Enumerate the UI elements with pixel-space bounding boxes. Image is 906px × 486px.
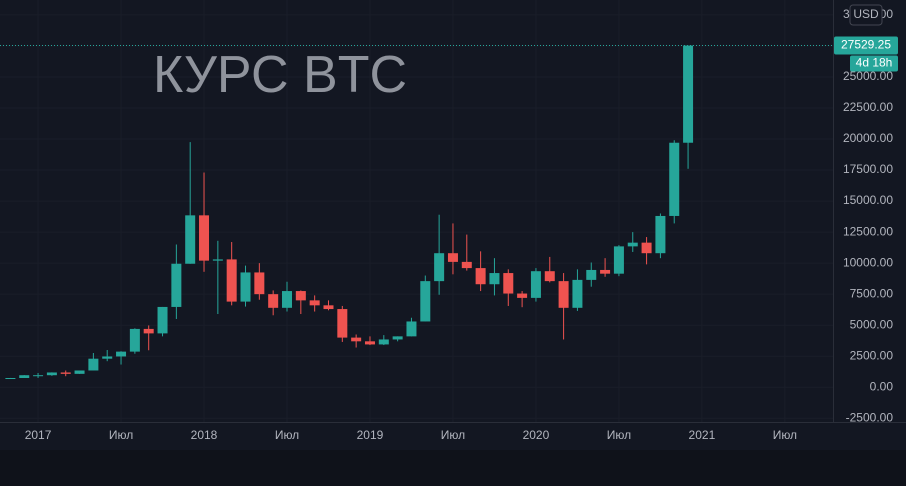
x-tick-label: Июл [275, 428, 299, 442]
candle-body [309, 300, 320, 306]
grid [0, 0, 833, 422]
candle-body [323, 305, 334, 310]
y-tick-label: 2500.00 [850, 348, 894, 362]
y-tick-label: 17500.00 [843, 162, 893, 176]
candle-body [600, 269, 611, 274]
currency-label: USD [853, 7, 879, 21]
countdown-badge [850, 55, 898, 72]
candle-body [544, 271, 555, 282]
candle-body [88, 358, 99, 371]
candle-body [406, 321, 417, 337]
candle-body [669, 142, 680, 216]
candle-body [157, 306, 168, 334]
candle-body [475, 268, 486, 285]
candle-body [5, 378, 16, 380]
candle-body [240, 272, 251, 302]
candle-body [185, 215, 196, 264]
candle-body [461, 261, 472, 269]
candle-body [282, 291, 292, 308]
candle-body [19, 375, 30, 379]
candle-body [33, 375, 44, 377]
candle-body [378, 339, 389, 345]
x-tick-label: Июл [109, 428, 133, 442]
candle-body [364, 341, 375, 345]
x-tick-label: 2018 [191, 428, 218, 442]
y-tick-label: 7500.00 [850, 286, 894, 300]
x-tick-label: Июл [607, 428, 631, 442]
candle-body [337, 309, 348, 338]
x-tick-label: 2020 [523, 428, 550, 442]
candle-body [102, 356, 113, 359]
candle-body [572, 279, 583, 308]
x-tick-label: 2019 [357, 428, 384, 442]
candle-body [558, 281, 569, 308]
y-tick-label: 15000.00 [843, 193, 893, 207]
x-tick-label: 2021 [689, 428, 716, 442]
candle-body [351, 337, 362, 342]
bottom-strip [0, 450, 906, 486]
last-price-badge [834, 36, 898, 55]
candle-body [116, 351, 127, 357]
candle-body [627, 242, 638, 247]
chart-title: КУРС BTC [153, 46, 407, 104]
candle-body [613, 246, 624, 274]
y-tick-label: 0.00 [870, 379, 894, 393]
candle-body [641, 242, 652, 254]
candle-body [392, 336, 403, 340]
candle-body [586, 269, 597, 280]
candle-body [683, 45, 694, 143]
candles [0, 45, 833, 380]
candle-body [143, 328, 154, 334]
candle-body [268, 294, 279, 308]
x-tick-label: Июл [773, 428, 797, 442]
y-tick-label: 12500.00 [843, 224, 893, 238]
candle-body [517, 293, 528, 298]
candle-body [212, 259, 223, 261]
x-tick-label: Июл [441, 428, 465, 442]
candle-body [295, 291, 306, 301]
y-tick-label: -2500.00 [846, 410, 894, 424]
candle-body [447, 253, 458, 262]
y-tick-label: 5000.00 [850, 317, 894, 331]
candle-body [226, 259, 237, 302]
candle-body [530, 271, 541, 298]
currency-badge [849, 4, 883, 26]
candle-body [171, 263, 182, 307]
badges: 27529.25 4d 18h USD [834, 4, 898, 72]
candle-body [129, 328, 140, 352]
y-tick-label: 22500.00 [843, 100, 893, 114]
last-price-label: 27529.25 [841, 38, 891, 52]
candle-body [74, 370, 85, 374]
candle-body [489, 273, 500, 285]
candle-body [503, 273, 514, 294]
candle-body [254, 272, 265, 295]
y-tick-label: 25000.00 [843, 69, 893, 83]
candle-body [420, 281, 431, 322]
candle-body [60, 372, 71, 374]
candle-body [199, 215, 210, 261]
candle-body [46, 372, 57, 376]
candle-body [655, 215, 666, 254]
x-tick-label: 2017 [25, 428, 52, 442]
candle-body [434, 253, 445, 282]
y-tick-label: 20000.00 [843, 131, 893, 145]
countdown-label: 4d 18h [856, 56, 893, 70]
y-tick-label: 10000.00 [843, 255, 893, 269]
